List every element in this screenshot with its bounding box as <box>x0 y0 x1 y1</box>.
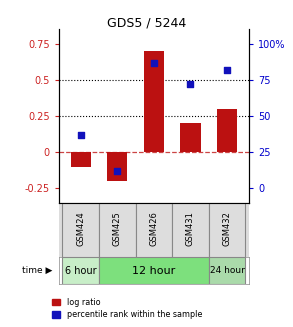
Text: GDS5 / 5244: GDS5 / 5244 <box>107 16 186 29</box>
Text: GSM431: GSM431 <box>186 211 195 246</box>
Text: 12 hour: 12 hour <box>132 266 176 276</box>
Text: 6 hour: 6 hour <box>65 266 96 276</box>
Bar <box>172 203 209 257</box>
Point <box>225 67 229 73</box>
Legend: log ratio, percentile rank within the sample: log ratio, percentile rank within the sa… <box>48 294 206 323</box>
Text: 24 hour: 24 hour <box>209 266 245 275</box>
Bar <box>62 257 99 284</box>
Point <box>188 82 193 87</box>
Bar <box>217 109 237 152</box>
Text: GSM424: GSM424 <box>76 211 85 246</box>
Point <box>151 60 156 65</box>
Bar <box>209 257 246 284</box>
Bar <box>71 152 91 167</box>
Bar <box>107 152 127 181</box>
Bar <box>135 203 172 257</box>
Bar <box>209 203 246 257</box>
Text: GSM426: GSM426 <box>149 211 158 246</box>
Bar <box>180 123 200 152</box>
Text: GSM425: GSM425 <box>113 211 122 246</box>
Bar <box>99 203 135 257</box>
Bar <box>144 51 164 152</box>
Point <box>78 132 83 137</box>
Text: time ▶: time ▶ <box>22 266 53 275</box>
Bar <box>62 203 99 257</box>
Text: GSM432: GSM432 <box>223 211 231 246</box>
Bar <box>99 257 209 284</box>
Point <box>115 168 120 174</box>
